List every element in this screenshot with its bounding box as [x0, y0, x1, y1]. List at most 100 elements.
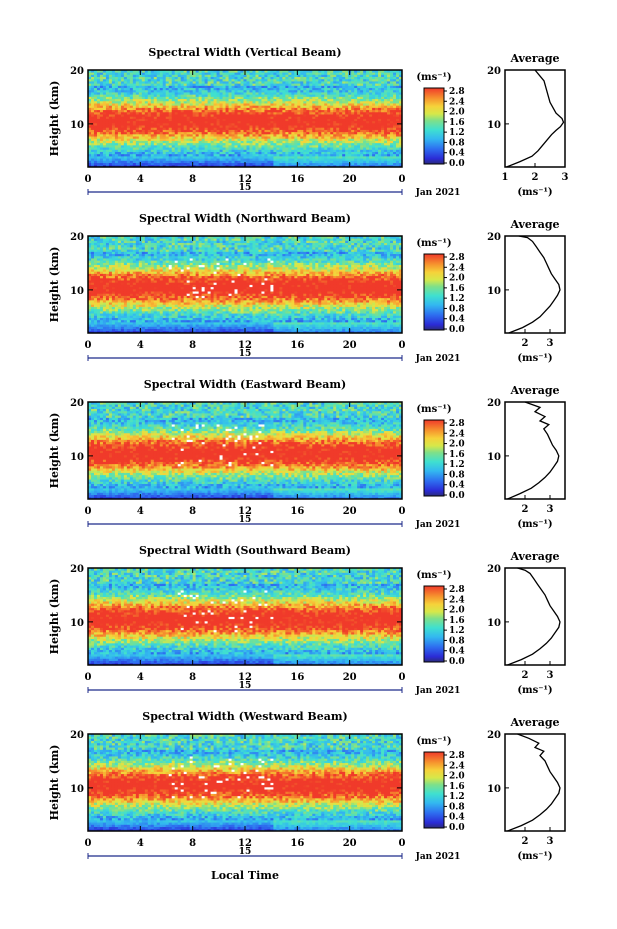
heatmap-cell [186, 162, 191, 166]
heatmap-cell [132, 111, 137, 115]
heatmap-cell [126, 164, 131, 168]
heatmap-cell [93, 125, 98, 128]
heatmap-cell [276, 70, 280, 73]
heatmap-cell [135, 74, 140, 78]
heatmap-cell [327, 94, 331, 97]
heatmap-cell [318, 153, 322, 157]
heatmap-cell [213, 83, 217, 86]
heatmap-cell [276, 94, 280, 97]
heatmap-cell [198, 160, 203, 163]
heatmap-cell [291, 155, 295, 159]
heatmap-cell [159, 142, 164, 146]
heatmap-cell [135, 158, 140, 161]
heatmap-cell [297, 138, 301, 141]
heatmap-cell [102, 70, 107, 73]
heatmap-cell [384, 74, 388, 78]
heatmap-cell [336, 74, 340, 78]
heatmap-cell [312, 151, 316, 155]
heatmap-cell [315, 138, 319, 141]
heatmap-cell [189, 133, 194, 137]
heatmap-cell [207, 83, 212, 86]
heatmap-cell [180, 162, 185, 166]
heatmap-cell [357, 76, 361, 80]
heatmap-cell [315, 164, 319, 168]
heatmap-cell [111, 74, 116, 78]
heatmap-cell [222, 162, 226, 166]
heatmap-cell [396, 83, 400, 86]
heatmap-cell [141, 70, 146, 73]
heatmap-cell [108, 118, 113, 122]
heatmap-cell [180, 149, 185, 152]
heatmap-cell [198, 127, 203, 130]
heatmap-cell [261, 116, 265, 119]
heatmap-cell [222, 155, 226, 159]
heatmap-cell [261, 129, 265, 133]
heatmap-cell [255, 136, 259, 139]
heatmap-cell [279, 83, 283, 86]
heatmap-cell [180, 144, 185, 148]
heatmap-cell [105, 133, 110, 137]
heatmap-cell [303, 78, 307, 82]
heatmap-cell [294, 100, 298, 104]
heatmap-cell [351, 81, 355, 84]
heatmap-cell [126, 78, 131, 82]
heatmap-cell [177, 76, 182, 80]
heatmap-cell [177, 89, 182, 93]
heatmap-cell [105, 142, 110, 146]
heatmap-cell [321, 96, 325, 100]
heatmap-cell [345, 164, 349, 168]
heatmap-cell [324, 116, 328, 119]
heatmap-cell [138, 122, 143, 126]
heatmap-cell [273, 76, 277, 80]
heatmap-cell [357, 103, 361, 106]
heatmap-cell [240, 92, 244, 95]
heatmap-cell [321, 87, 325, 91]
heatmap-cell [201, 153, 206, 157]
heatmap-cell [93, 100, 98, 104]
heatmap-cell [273, 131, 277, 135]
heatmap-cell [225, 140, 229, 144]
heatmap-cell [180, 109, 185, 113]
heatmap-cell [279, 131, 283, 135]
heatmap-cell [366, 129, 370, 133]
heatmap-cell [243, 109, 247, 113]
heatmap-cell [108, 92, 113, 95]
heatmap-cell [234, 98, 238, 102]
heatmap-cell [219, 107, 223, 111]
heatmap-cell [396, 92, 400, 95]
heatmap-cell [147, 151, 152, 155]
heatmap-cell [276, 125, 280, 128]
heatmap-cell [213, 120, 217, 124]
heatmap-cell [234, 89, 238, 93]
heatmap-cell [105, 136, 110, 139]
heatmap-cell [222, 160, 226, 163]
heatmap-cell [237, 133, 241, 137]
heatmap-cell [330, 151, 334, 155]
heatmap-cell [204, 116, 209, 119]
heatmap-cell [273, 138, 277, 141]
heatmap-cell [336, 109, 340, 113]
panel-1: Spectral Width (Northward Beam)1020Heigh… [48, 212, 566, 364]
heatmap-cell [156, 118, 161, 122]
heatmap-cell [300, 85, 304, 89]
heatmap-cell [294, 94, 298, 97]
heatmap-cell [192, 100, 197, 104]
heatmap-cell [108, 85, 113, 89]
heatmap-cell [189, 129, 194, 133]
heatmap-cell [225, 151, 229, 155]
heatmap-cell [96, 136, 101, 139]
heatmap-cell [168, 111, 173, 115]
heatmap-cell [327, 96, 331, 100]
heatmap-cell [252, 72, 256, 75]
heatmap-cell [255, 129, 259, 133]
heatmap-cell [297, 127, 301, 130]
heatmap-cell [222, 76, 226, 80]
heatmap-cell [138, 111, 143, 115]
heatmap-cell [102, 147, 107, 150]
heatmap-cell [318, 85, 322, 89]
heatmap-cell [183, 107, 188, 111]
heatmap-cell [126, 105, 131, 108]
heatmap-cell [114, 76, 119, 80]
heatmap-cell [105, 140, 110, 144]
heatmap-cell [210, 153, 214, 157]
